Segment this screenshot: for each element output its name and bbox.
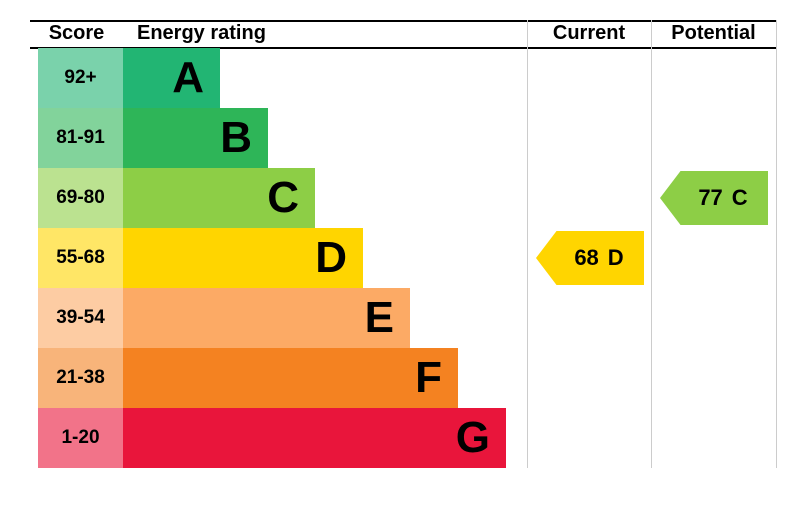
band-score-range: 69-80 [38,168,123,228]
band-bar: F [123,348,458,408]
band-bar: G [123,408,506,468]
band-row-a: 92+ A [0,48,802,108]
band-letter: C [267,173,299,222]
potential-rating-letter: C [731,185,748,210]
band-score-range: 1-20 [38,408,123,468]
band-letter: B [220,113,252,162]
divider-potential-right [776,20,777,468]
band-letter: E [364,293,394,342]
energy-rating-column-header: Energy rating [137,22,266,44]
divider-current-right [651,20,652,468]
band-letter: A [172,53,204,102]
band-score-range: 81-91 [38,108,123,168]
score-column-header: Score [48,22,105,44]
current-rating-arrow: 68 D [536,231,644,285]
potential-column-header: Potential [671,22,756,44]
band-letter: G [455,413,490,462]
band-letter: F [415,353,442,402]
band-row-d: 55-68 D [0,228,802,288]
current-column-header: Current [552,22,626,44]
band-row-e: 39-54 E [0,288,802,348]
band-score-range: 39-54 [38,288,123,348]
band-letter: D [315,233,347,282]
band-score-range: 21-38 [38,348,123,408]
potential-rating-value: 77 [698,185,723,210]
top-border-line [30,20,777,22]
band-bar: D [123,228,363,288]
current-rating-value: 68 [574,245,599,270]
band-row-g: 1-20 G [0,408,802,468]
band-bar: E [123,288,410,348]
band-score-range: 92+ [38,48,123,108]
band-bar: B [123,108,268,168]
band-score-range: 55-68 [38,228,123,288]
current-rating-letter: D [607,245,624,270]
band-row-f: 21-38 F [0,348,802,408]
potential-rating-arrow: 77 C [660,171,768,225]
band-bar: C [123,168,315,228]
header-underline [30,47,777,49]
band-bar: A [123,48,220,108]
divider-current-left [527,20,528,468]
band-row-b: 81-91 B [0,108,802,168]
band-row-c: 69-80 C [0,168,802,228]
